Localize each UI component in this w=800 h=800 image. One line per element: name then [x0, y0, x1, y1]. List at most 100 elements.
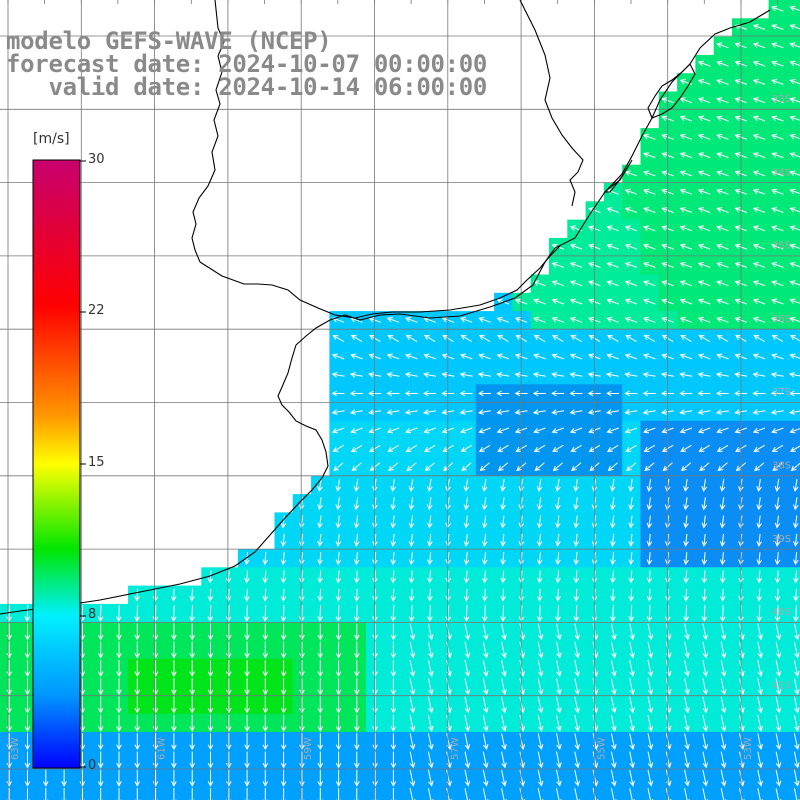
wind-arrow	[628, 478, 634, 492]
wind-arrow	[720, 623, 727, 641]
wind-arrow	[514, 316, 528, 323]
wind-arrow	[574, 733, 580, 751]
wind-arrow	[134, 769, 141, 787]
wind-arrow	[716, 207, 729, 213]
wind-arrow	[647, 641, 654, 659]
wind-arrow	[423, 409, 437, 415]
wind-arrow	[789, 445, 800, 452]
wind-arrow	[24, 788, 31, 800]
wind-arrow	[574, 641, 580, 659]
wind-arrow	[335, 678, 342, 696]
wind-arrow	[369, 444, 381, 452]
wind-arrow	[643, 334, 656, 343]
wind-arrow	[386, 409, 400, 415]
wind-arrow	[353, 515, 360, 529]
wind-arrow	[350, 444, 363, 452]
wind-arrow	[354, 641, 360, 659]
wind-arrow	[349, 390, 363, 397]
wind-arrow	[715, 409, 729, 415]
wind-arrow	[643, 188, 656, 195]
wind-arrow	[390, 696, 397, 714]
wind-arrow	[771, 298, 784, 305]
wind-arrow	[793, 588, 799, 602]
wind-arrow	[317, 497, 323, 511]
wind-arrow	[331, 372, 345, 378]
wind-arrow	[628, 552, 635, 566]
wind-arrow	[280, 714, 287, 732]
wind-arrow	[189, 788, 195, 800]
wind-arrow	[335, 641, 342, 659]
wind-arrow	[79, 733, 86, 751]
wind-arrow	[716, 79, 729, 85]
wind-arrow	[244, 696, 250, 714]
wind-arrow	[461, 462, 472, 472]
wind-arrow	[551, 262, 564, 268]
wind-arrow	[771, 97, 784, 104]
wind-arrow	[427, 714, 434, 732]
wind-arrow	[390, 733, 397, 751]
wind-arrow	[390, 623, 397, 641]
wind-arrow	[702, 769, 709, 787]
wind-arrow	[683, 588, 689, 602]
wind-arrow	[152, 678, 159, 696]
wind-arrow	[24, 678, 31, 696]
wind-arrow	[514, 427, 528, 434]
wind-arrow	[97, 696, 104, 714]
wind-arrow	[427, 641, 434, 659]
wind-arrow	[752, 225, 766, 232]
wind-arrow	[386, 390, 400, 397]
wind-arrow	[482, 751, 489, 769]
wind-arrow	[537, 751, 544, 769]
wind-arrow	[189, 751, 195, 769]
wind-arrow	[551, 409, 565, 415]
wind-arrow	[464, 696, 471, 714]
wind-arrow	[684, 678, 690, 696]
wind-arrow	[790, 334, 800, 342]
wind-arrow	[628, 570, 635, 584]
wind-arrow	[463, 570, 470, 584]
wind-arrow	[573, 570, 580, 584]
wind-arrow	[372, 641, 378, 659]
wind-arrow	[280, 733, 287, 751]
wind-arrow	[299, 751, 305, 769]
wind-arrow	[244, 660, 250, 678]
wind-arrow	[606, 353, 619, 360]
wind-arrow	[642, 372, 656, 378]
wind-arrow	[390, 678, 397, 696]
wind-arrow	[225, 751, 232, 769]
wind-arrow	[116, 714, 122, 732]
wind-arrow	[464, 641, 471, 659]
wind-arrow	[189, 660, 195, 678]
border-uruguay-brazil	[519, 0, 584, 207]
wind-arrow	[720, 641, 727, 659]
wind-arrow	[280, 623, 287, 641]
wind-arrow	[793, 733, 800, 751]
wind-arrow	[97, 660, 104, 678]
wind-arrow	[609, 497, 616, 511]
wind-arrow	[555, 497, 561, 511]
wind-arrow	[684, 788, 690, 800]
wind-arrow	[606, 207, 619, 213]
wind-arrow	[571, 462, 582, 472]
wind-arrow	[244, 788, 250, 800]
wind-arrow	[244, 714, 250, 732]
wind-arrow	[555, 570, 561, 584]
wind-arrow	[441, 427, 455, 434]
wind-arrow	[573, 588, 580, 602]
wind-arrow	[390, 533, 397, 547]
wind-arrow	[477, 409, 491, 415]
wind-arrow	[134, 678, 141, 696]
wind-arrow	[771, 316, 784, 323]
wind-arrow	[317, 769, 324, 787]
wind-arrow	[771, 427, 784, 434]
wind-arrow	[643, 243, 656, 250]
wind-arrow-layer	[6, 5, 800, 800]
wind-arrow	[573, 497, 579, 511]
wind-arrow	[408, 588, 415, 602]
wind-arrow	[628, 588, 635, 602]
wind-arrow	[793, 641, 800, 659]
wind-arrow	[514, 298, 528, 305]
wind-arrow	[646, 588, 653, 602]
wind-arrow	[280, 588, 287, 602]
wind-arrow	[684, 751, 690, 769]
